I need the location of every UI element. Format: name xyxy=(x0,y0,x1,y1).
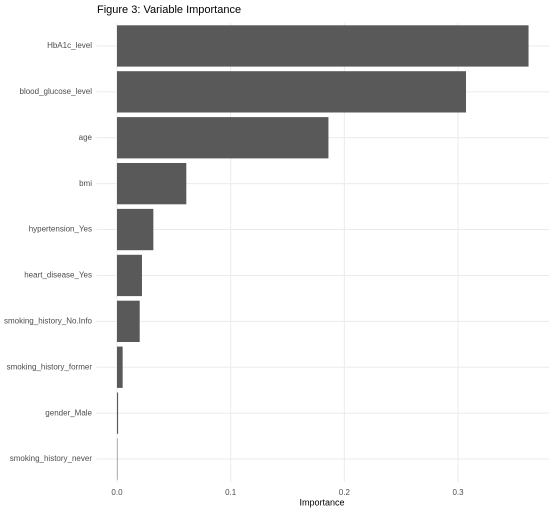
y-tick-label: HbA1c_level xyxy=(47,41,92,50)
y-tick-label: bmi xyxy=(79,179,92,188)
y-tick-label: smoking_history_former xyxy=(7,362,93,371)
y-tick-label: gender_Male xyxy=(45,408,92,417)
chart-title: Figure 3: Variable Importance xyxy=(97,4,241,16)
bar xyxy=(116,117,329,159)
bar xyxy=(116,254,142,297)
bar xyxy=(116,392,119,434)
y-tick-label: smoking_history_never xyxy=(10,454,93,463)
y-tick-label: heart_disease_Yes xyxy=(24,271,92,280)
bar xyxy=(116,25,529,67)
y-tick-label: age xyxy=(79,133,93,142)
x-tick-label: 0.2 xyxy=(339,488,351,497)
bar xyxy=(116,162,187,205)
bar xyxy=(116,300,140,343)
bar xyxy=(116,71,467,113)
y-tick-label: smoking_history_No.Info xyxy=(4,316,93,325)
x-tick-label: 0.1 xyxy=(225,488,237,497)
y-tick-label: blood_glucose_level xyxy=(20,87,93,96)
x-tick-label: 0.0 xyxy=(111,488,123,497)
x-axis-title: Importance xyxy=(299,497,344,507)
x-tick-label: 0.3 xyxy=(452,488,464,497)
bar xyxy=(116,208,154,251)
bar xyxy=(116,346,123,388)
y-tick-label: hypertension_Yes xyxy=(29,225,92,234)
